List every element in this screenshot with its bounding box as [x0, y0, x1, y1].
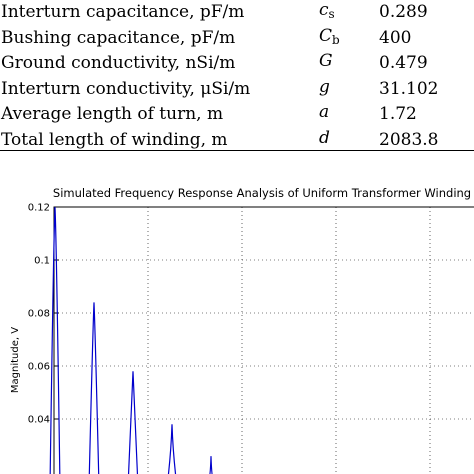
y-tick-label: 0.06: [28, 362, 50, 373]
table-row: Total length of winding, m d 2083.8: [0, 128, 474, 154]
param-label: Average length of turn, m: [1, 104, 224, 124]
y-tick-labels: 0.12 0.1 0.08 0.06 0.04: [28, 203, 50, 426]
table-row: Bushing capacitance, pF/m Cb 400: [0, 26, 474, 52]
param-value: 1.72: [379, 104, 417, 124]
param-value: 0.479: [379, 53, 428, 73]
param-symbol: d: [319, 127, 330, 148]
param-label: Total length of winding, m: [1, 129, 228, 150]
param-label: Ground conductivity, nSi/m: [1, 53, 236, 73]
table-bottom-rule: [0, 150, 474, 151]
y-tick-label: 0.04: [28, 415, 50, 426]
param-value: 31.102: [379, 78, 439, 99]
param-value: 0.289: [379, 2, 428, 22]
plot-area-frame: [53, 206, 474, 474]
param-label: Interturn conductivity, μSi/m: [1, 78, 251, 99]
parameter-table: Interturn capacitance, pF/m cs 0.289 Bus…: [0, 0, 474, 153]
param-value: 400: [379, 27, 412, 48]
y-tick-label: 0.1: [34, 256, 50, 267]
param-symbol: g: [319, 76, 330, 97]
param-symbol: cs: [319, 0, 335, 21]
param-value: 2083.8: [379, 129, 439, 150]
resonance-peak: [167, 424, 177, 474]
table-row: Average length of turn, m a 1.72: [0, 102, 474, 128]
y-tick-label: 0.12: [28, 203, 50, 214]
x-grid: [147, 207, 431, 474]
frequency-response-chart: Simulated Frequency Response Analysis of…: [10, 186, 474, 474]
chart-title: Simulated Frequency Response Analysis of…: [53, 186, 471, 200]
param-symbol: Cb: [319, 25, 340, 47]
y-tick-label: 0.08: [28, 309, 50, 320]
y-grid: [54, 259, 474, 420]
resonance-peak: [127, 371, 139, 474]
param-symbol: G: [319, 51, 333, 71]
resonance-peak: [88, 302, 100, 474]
param-symbol: a: [319, 102, 330, 122]
table-row: Interturn capacitance, pF/m cs 0.289: [0, 0, 474, 26]
resonance-peak: [49, 206, 61, 474]
series-group: [49, 206, 213, 474]
resonance-peak: [209, 456, 213, 474]
y-axis-label: Magnitude, V: [10, 327, 21, 393]
table-row: Ground conductivity, nSi/m G 0.479: [0, 51, 474, 77]
param-label: Bushing capacitance, pF/m: [1, 27, 236, 48]
table-row: Interturn conductivity, μSi/m g 31.102: [0, 77, 474, 103]
param-label: Interturn capacitance, pF/m: [1, 2, 245, 22]
